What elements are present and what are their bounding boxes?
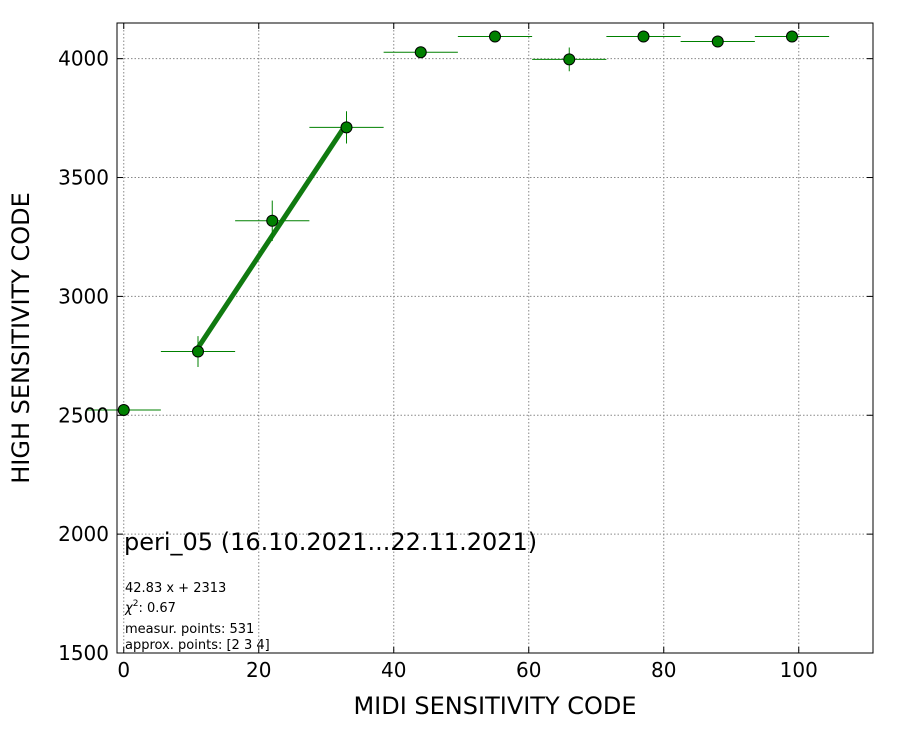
- y-tick-label: 4000: [58, 47, 109, 71]
- x-tick-label: 60: [516, 658, 541, 682]
- point-marker: [266, 214, 279, 227]
- data-point: [680, 35, 755, 48]
- point-marker: [637, 30, 650, 43]
- chi2-value: : 0.67: [138, 601, 175, 616]
- annotation-chi2: χ2: 0.67: [124, 599, 176, 616]
- data-point: [606, 30, 681, 43]
- data-point: [309, 111, 384, 144]
- plot-frame: [116, 22, 874, 654]
- point-marker: [563, 53, 576, 66]
- point-marker: [192, 345, 204, 358]
- data-point: [754, 30, 830, 43]
- x-tick-label: 100: [780, 658, 818, 682]
- plot-background: [117, 23, 873, 653]
- point-marker: [711, 35, 724, 48]
- point-marker: [117, 404, 130, 417]
- y-axis-label: HIGH SENSITIVITY CODE: [7, 192, 35, 484]
- y-tick-label: 2500: [58, 403, 109, 427]
- x-tick-label: 20: [246, 658, 271, 682]
- x-tick-label: 80: [651, 658, 676, 682]
- chi2-exponent: 2: [133, 599, 139, 609]
- data-point: [235, 200, 310, 242]
- x-axis-label: MIDI SENSITIVITY CODE: [353, 692, 636, 720]
- data-point: [532, 47, 607, 72]
- annotation-measur-points: measur. points: 531: [125, 622, 254, 637]
- point-marker: [786, 30, 798, 43]
- y-tick-label: 2000: [58, 522, 109, 546]
- annotation-title: peri_05 (16.10.2021...22.11.2021): [124, 528, 537, 556]
- data-point: [457, 30, 533, 43]
- data-point: [86, 404, 161, 417]
- x-tick-label: 0: [117, 658, 130, 682]
- y-tick-label: 3500: [58, 166, 109, 190]
- x-tick-label: 40: [381, 658, 406, 682]
- data-points: [86, 30, 830, 417]
- point-marker: [414, 46, 427, 59]
- point-marker: [489, 30, 501, 43]
- y-tick-label: 3000: [58, 284, 109, 308]
- chi2-symbol: χ: [124, 601, 134, 616]
- ticks: 0 20 40 60 80 100 1500 2000 2500 3000 3500 4000: [58, 23, 873, 682]
- y-tick-label: 1500: [58, 641, 109, 665]
- data-point: [160, 336, 236, 368]
- annotation-fit-equation: 42.83 x + 2313: [125, 581, 226, 596]
- annotation-approx-points: approx. points: [2 3 4]: [125, 638, 270, 653]
- point-marker: [340, 121, 353, 134]
- data-point: [383, 46, 458, 59]
